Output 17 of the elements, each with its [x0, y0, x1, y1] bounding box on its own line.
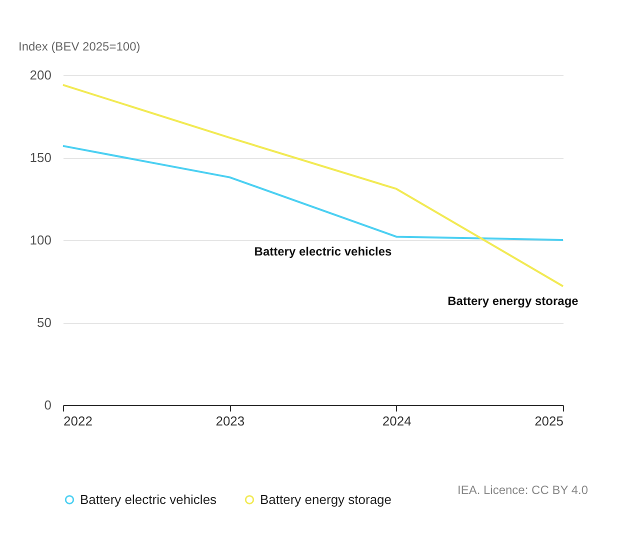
legend-label: Battery energy storage: [260, 492, 392, 507]
x-tick-label: 2022: [64, 414, 92, 428]
line-series: [62, 84, 564, 288]
y-tick-label: 150: [30, 150, 52, 165]
legend-label: Battery electric vehicles: [80, 492, 218, 507]
annotation: Battery energy storage: [448, 294, 579, 308]
annotation: Battery electric vehicles: [254, 244, 392, 259]
y-tick-label: 200: [30, 68, 52, 82]
y-tick-label: 0: [44, 398, 52, 412]
text: IEA. Licence: CC BY 4.0: [457, 483, 588, 497]
y-tick-label: 50: [37, 315, 52, 330]
x-tick-label: 2023: [216, 414, 245, 428]
line-series: [62, 144, 564, 241]
x-tick-label: 2024: [382, 414, 412, 428]
y-axis-title: Index (BEV 2025=100): [18, 40, 140, 54]
y-tick-label: 100: [30, 232, 52, 248]
x-tick-label: 2025: [534, 414, 564, 428]
